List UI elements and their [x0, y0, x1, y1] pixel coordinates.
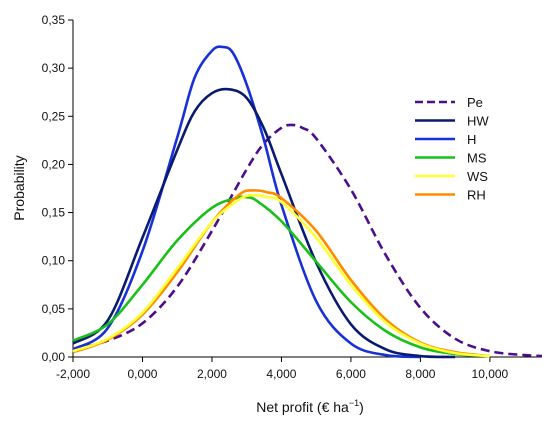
axes: 0,00 0,05 0,10 0,15 0,20 0,25 0,30 0,35 -2,000 0,… [42, 13, 542, 381]
series-layer [72, 45, 543, 359]
series-line-ws [72, 193, 490, 358]
y-tick-label: 0,20 [42, 157, 66, 171]
x-tick-label: 0,000 [127, 367, 157, 381]
x-tick-label: 8,000 [405, 367, 435, 381]
x-axis-label-main: Net profit (€ ha [256, 399, 349, 415]
y-tick-label: 0,30 [42, 61, 66, 75]
x-axis-label-close: ) [359, 399, 364, 415]
series-line-hw [72, 87, 456, 359]
y-axis-label: Probability [11, 155, 27, 220]
series-line-ms [72, 195, 490, 358]
x-tick-label: 2,000 [197, 367, 227, 381]
x-axis-label: Net profit (€ ha−1) [256, 398, 364, 415]
legend-label-ms: MS [467, 151, 487, 166]
series-line-rh [72, 189, 491, 358]
y-tick-label: 0,00 [42, 350, 66, 364]
legend: Pe HW H MS WS RH [415, 95, 489, 203]
series-line-pe [72, 123, 543, 358]
y-tick-label: 0,25 [42, 109, 66, 123]
x-tick-label: 4,000 [266, 367, 296, 381]
y-tick-label: 0,05 [42, 302, 66, 316]
series-line-h [72, 45, 421, 359]
x-axis-label-sup: −1 [349, 398, 359, 408]
legend-label-hw: HW [467, 114, 489, 129]
legend-label-h: H [467, 132, 476, 147]
y-tick-label: 0,15 [42, 206, 66, 220]
legend-label-rh: RH [467, 188, 486, 203]
x-tick-label: -2,000 [56, 367, 90, 381]
y-tick-label: 0,10 [42, 254, 66, 268]
y-tick-label: 0,35 [42, 13, 66, 27]
legend-label-ws: WS [467, 169, 488, 184]
x-tick-label: 6,000 [336, 367, 366, 381]
legend-label-pe: Pe [467, 95, 483, 110]
x-tick-label: 10,000 [472, 367, 509, 381]
